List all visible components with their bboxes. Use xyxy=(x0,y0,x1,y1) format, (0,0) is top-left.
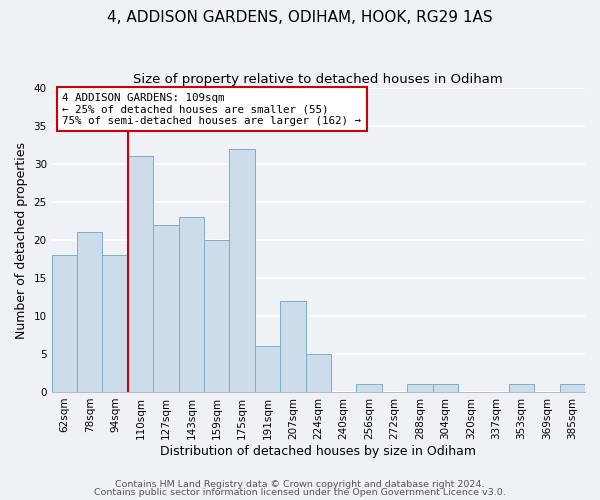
Title: Size of property relative to detached houses in Odiham: Size of property relative to detached ho… xyxy=(133,72,503,86)
Bar xyxy=(356,384,382,392)
Bar xyxy=(305,354,331,392)
Bar xyxy=(179,217,204,392)
Bar xyxy=(280,301,305,392)
Bar xyxy=(255,346,280,392)
Y-axis label: Number of detached properties: Number of detached properties xyxy=(15,142,28,338)
Bar xyxy=(509,384,534,392)
Bar xyxy=(52,255,77,392)
Bar xyxy=(153,225,179,392)
Bar xyxy=(229,149,255,392)
Bar xyxy=(77,232,103,392)
X-axis label: Distribution of detached houses by size in Odiham: Distribution of detached houses by size … xyxy=(160,444,476,458)
Text: Contains HM Land Registry data © Crown copyright and database right 2024.: Contains HM Land Registry data © Crown c… xyxy=(115,480,485,489)
Text: Contains public sector information licensed under the Open Government Licence v3: Contains public sector information licen… xyxy=(94,488,506,497)
Bar xyxy=(128,156,153,392)
Text: 4 ADDISON GARDENS: 109sqm
← 25% of detached houses are smaller (55)
75% of semi-: 4 ADDISON GARDENS: 109sqm ← 25% of detac… xyxy=(62,92,361,126)
Bar xyxy=(407,384,433,392)
Text: 4, ADDISON GARDENS, ODIHAM, HOOK, RG29 1AS: 4, ADDISON GARDENS, ODIHAM, HOOK, RG29 1… xyxy=(107,10,493,25)
Bar xyxy=(560,384,585,392)
Bar xyxy=(204,240,229,392)
Bar xyxy=(103,255,128,392)
Bar xyxy=(433,384,458,392)
